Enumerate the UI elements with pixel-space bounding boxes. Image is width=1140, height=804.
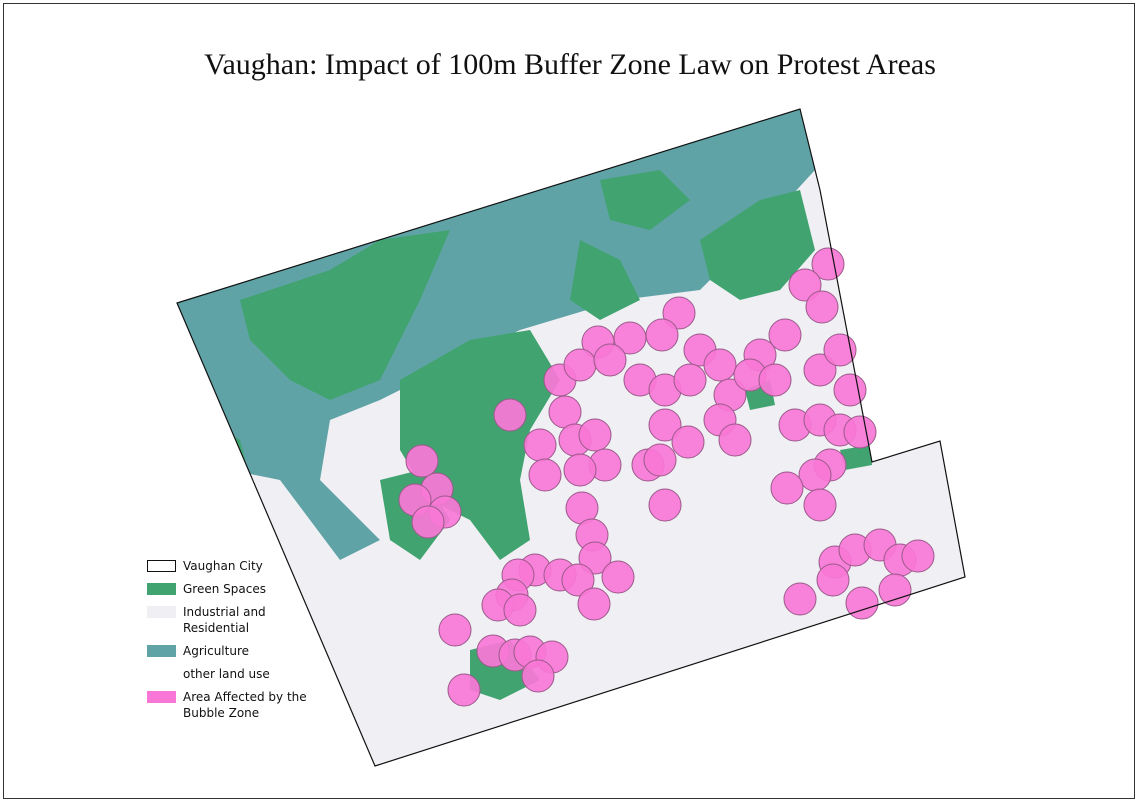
bubble-zone	[561, 563, 595, 597]
bubble-zone	[768, 318, 802, 352]
legend-item: other land use	[147, 666, 313, 682]
bubble-zone	[671, 425, 705, 459]
bubble-zone	[521, 659, 555, 693]
bubble-zone	[563, 348, 597, 382]
green-space	[570, 240, 640, 320]
bubble-zone	[601, 560, 635, 594]
legend-label: Area Affected by the Bubble Zone	[183, 690, 307, 720]
bubble-zone	[833, 373, 867, 407]
legend-item: Agriculture	[147, 643, 313, 659]
bubble-zone	[528, 458, 562, 492]
bubble-zone	[901, 539, 935, 573]
bubble-zone	[523, 428, 557, 462]
bubble-zone	[788, 268, 822, 302]
bubble-zone	[843, 415, 877, 449]
legend-swatch	[147, 668, 176, 680]
bubble-zone	[645, 318, 679, 352]
bubble-zone	[438, 613, 472, 647]
legend-item: Green Spaces	[147, 581, 313, 597]
legend-item: Industrial and Residential	[147, 604, 313, 636]
city-boundary	[176, 108, 966, 767]
bubble-zone	[878, 573, 912, 607]
green-space	[840, 445, 872, 470]
legend-swatch	[147, 560, 176, 572]
bubble-zone	[783, 582, 817, 616]
legend-swatch	[147, 583, 176, 595]
legend-label: Vaughan City	[183, 559, 263, 573]
bubble-zone	[577, 587, 611, 621]
bubble-zone	[662, 296, 696, 330]
legend-item: Area Affected by the Bubble Zone	[147, 689, 313, 721]
bubble-zone	[578, 541, 612, 575]
bubble-zone	[563, 453, 597, 487]
bubble-zone	[648, 488, 682, 522]
bubble-zone	[770, 471, 804, 505]
bubble-zone	[503, 593, 537, 627]
legend-item: Vaughan City	[147, 558, 313, 574]
legend-label: other land use	[183, 667, 270, 681]
bubble-zone	[593, 343, 627, 377]
bubble-zone	[411, 505, 445, 539]
legend-label: Green Spaces	[183, 582, 266, 596]
legend: Vaughan City Green Spaces Industrial and R…	[147, 558, 313, 728]
bubble-zones	[398, 247, 935, 707]
legend-label: Agriculture	[183, 644, 249, 658]
bubble-zone	[805, 290, 839, 324]
bubble-zone	[758, 363, 792, 397]
bubble-zone	[703, 348, 737, 382]
bubble-zone	[816, 563, 850, 597]
legend-swatch	[147, 606, 176, 618]
green-space	[700, 190, 815, 300]
frame	[3, 3, 1135, 799]
green-space	[240, 230, 450, 400]
bubble-zone	[803, 488, 837, 522]
bubble-zone	[718, 423, 752, 457]
bubble-zone	[803, 353, 837, 387]
bubble-zone	[823, 333, 857, 367]
bubble-zone	[548, 395, 582, 429]
bubble-zone	[405, 444, 439, 478]
bubble-zone	[673, 363, 707, 397]
bubble-zone	[845, 586, 879, 620]
legend-label: Industrial and Residential	[183, 605, 266, 635]
bubble-zone	[648, 408, 682, 442]
bubble-zone	[493, 398, 527, 432]
bubble-zone	[447, 673, 481, 707]
legend-swatch	[147, 645, 176, 657]
bubble-zone	[798, 458, 832, 492]
bubble-zone	[578, 418, 612, 452]
green-space	[600, 170, 690, 230]
map-title: Vaughan: Impact of 100m Buffer Zone Law …	[204, 48, 936, 81]
bubble-zone	[643, 443, 677, 477]
legend-swatch	[147, 691, 176, 703]
